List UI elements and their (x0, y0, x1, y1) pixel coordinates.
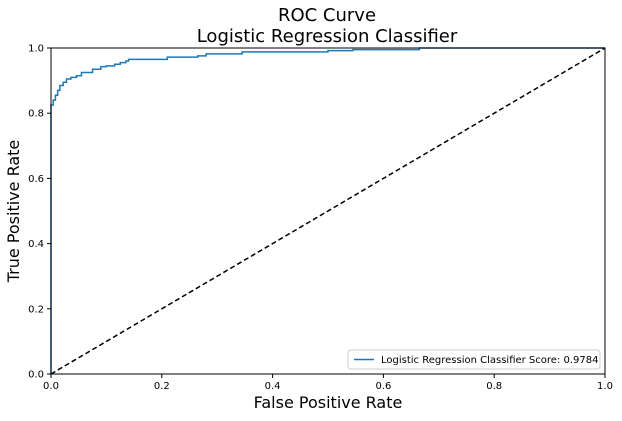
x-tick-label: 0.8 (486, 381, 502, 392)
diagonal-line (50, 47, 606, 375)
y-tick-label: 0.8 (28, 109, 44, 120)
x-tick-label: 0.0 (43, 381, 59, 392)
chart-title: ROC Curve (278, 5, 376, 26)
y-tick-label: 0.4 (28, 239, 44, 250)
axes-frame (50, 47, 606, 375)
legend-label: Logistic Regression Classifier Score: 0.… (381, 355, 598, 366)
y-axis-label: True Positive Rate (4, 140, 23, 284)
legend-box (347, 349, 601, 370)
plot-area (50, 47, 606, 375)
y-tick-label: 0.6 (28, 174, 44, 185)
y-tick-label: 1.0 (28, 44, 44, 55)
axes: 0.0 0.2 0.4 0.6 0.8 1.0 0.0 0.2 0.4 0.6 0.8 1.0 (28, 44, 613, 393)
y-tick-label: 0.0 (28, 370, 44, 381)
x-tick-label: 0.2 (154, 381, 170, 392)
y-tick-label: 0.2 (28, 304, 44, 315)
roc-curve-line (50, 47, 605, 374)
x-tick-label: 0.4 (265, 381, 281, 392)
x-tick-label: 1.0 (597, 381, 613, 392)
chart-subtitle: Logistic Regression Classifier (197, 26, 458, 47)
x-tick-label: 0.6 (375, 381, 391, 392)
legend: Logistic Regression Classifier Score: 0.… (347, 349, 601, 370)
x-axis-label: False Positive Rate (254, 393, 403, 412)
